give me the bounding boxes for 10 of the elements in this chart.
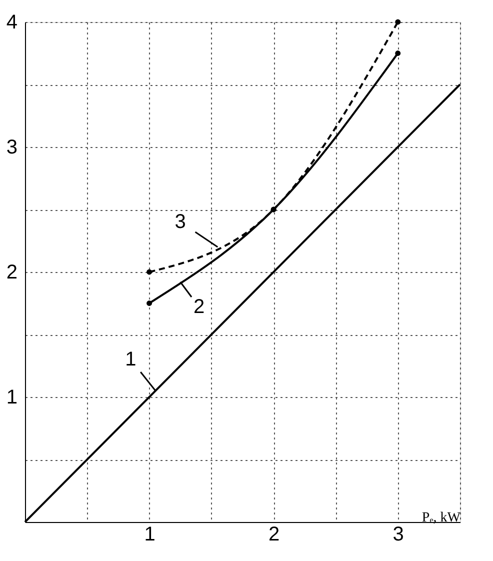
x-tick-label: 2 — [268, 524, 280, 546]
y-tick-label: 3 — [6, 136, 18, 158]
y-tick-label: 1 — [6, 386, 18, 408]
y-tick-label: 2 — [6, 262, 18, 284]
annotation: 1 — [125, 348, 136, 370]
x-tick-label: 1 — [144, 524, 156, 546]
annotation: 2 — [193, 296, 205, 318]
y-tick-label: 4 — [6, 12, 18, 34]
annotation: 3 — [174, 211, 186, 233]
x-tick-label: 3 — [392, 524, 404, 546]
